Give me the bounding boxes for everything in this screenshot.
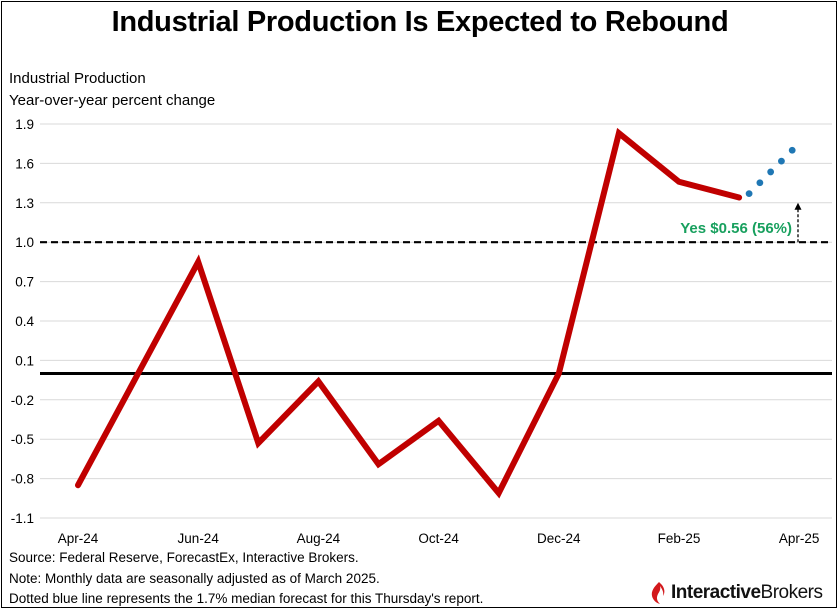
forecast-note: Dotted blue line represents the 1.7% med… <box>9 591 484 606</box>
chart-title: Industrial Production Is Expected to Reb… <box>111 6 729 38</box>
flame-logo-icon <box>651 582 665 604</box>
x-tick-label: Dec-24 <box>537 531 581 546</box>
x-tick-label: Jun-24 <box>178 531 220 546</box>
y-tick-label: -1.1 <box>11 511 34 526</box>
forecast-dot <box>767 168 775 176</box>
logo-text-part1: Interactive <box>671 582 761 603</box>
annotation-arrowhead <box>794 202 802 210</box>
y-tick-label: 0.7 <box>15 275 34 290</box>
logo-text: InteractiveBrokers <box>671 582 823 604</box>
y-axis-label-line2: Year-over-year percent change <box>9 92 216 109</box>
y-tick-label: 0.1 <box>15 353 34 368</box>
y-tick-label: 1.6 <box>15 156 34 171</box>
y-tick-label: -0.8 <box>11 472 34 487</box>
y-tick-label: -0.5 <box>11 432 34 447</box>
interactive-brokers-logo: InteractiveBrokers <box>648 580 823 606</box>
forecast-dot <box>745 190 753 198</box>
y-tick-label: 1.3 <box>15 196 34 211</box>
x-tick-label: Oct-24 <box>418 531 459 546</box>
x-tick-label: Feb-25 <box>658 531 701 546</box>
annotation-label: Yes $0.56 (56%) <box>680 220 792 237</box>
x-tick-label: Apr-25 <box>779 531 820 546</box>
y-tick-label: 0.4 <box>15 314 34 329</box>
x-tick-label: Aug-24 <box>297 531 341 546</box>
source-note: Source: Federal Reserve, ForecastEx, Int… <box>9 550 359 565</box>
y-tick-label: 1.9 <box>15 117 34 132</box>
forecast-dot <box>778 157 785 165</box>
logo-text-part2: Brokers <box>760 582 823 603</box>
x-tick-label: Apr-24 <box>58 531 99 546</box>
series-line-industrial-production <box>75 127 743 499</box>
forecast-dot <box>788 146 796 154</box>
y-tick-label: 1.0 <box>15 235 34 250</box>
forecast-dot <box>756 179 764 187</box>
chart-notes: Source: Federal Reserve, ForecastEx, Int… <box>9 548 483 610</box>
y-tick-label: -0.2 <box>11 393 34 408</box>
adjustment-note: Note: Monthly data are seasonally adjust… <box>9 570 380 586</box>
y-axis-label-line1: Industrial Production <box>9 70 146 87</box>
